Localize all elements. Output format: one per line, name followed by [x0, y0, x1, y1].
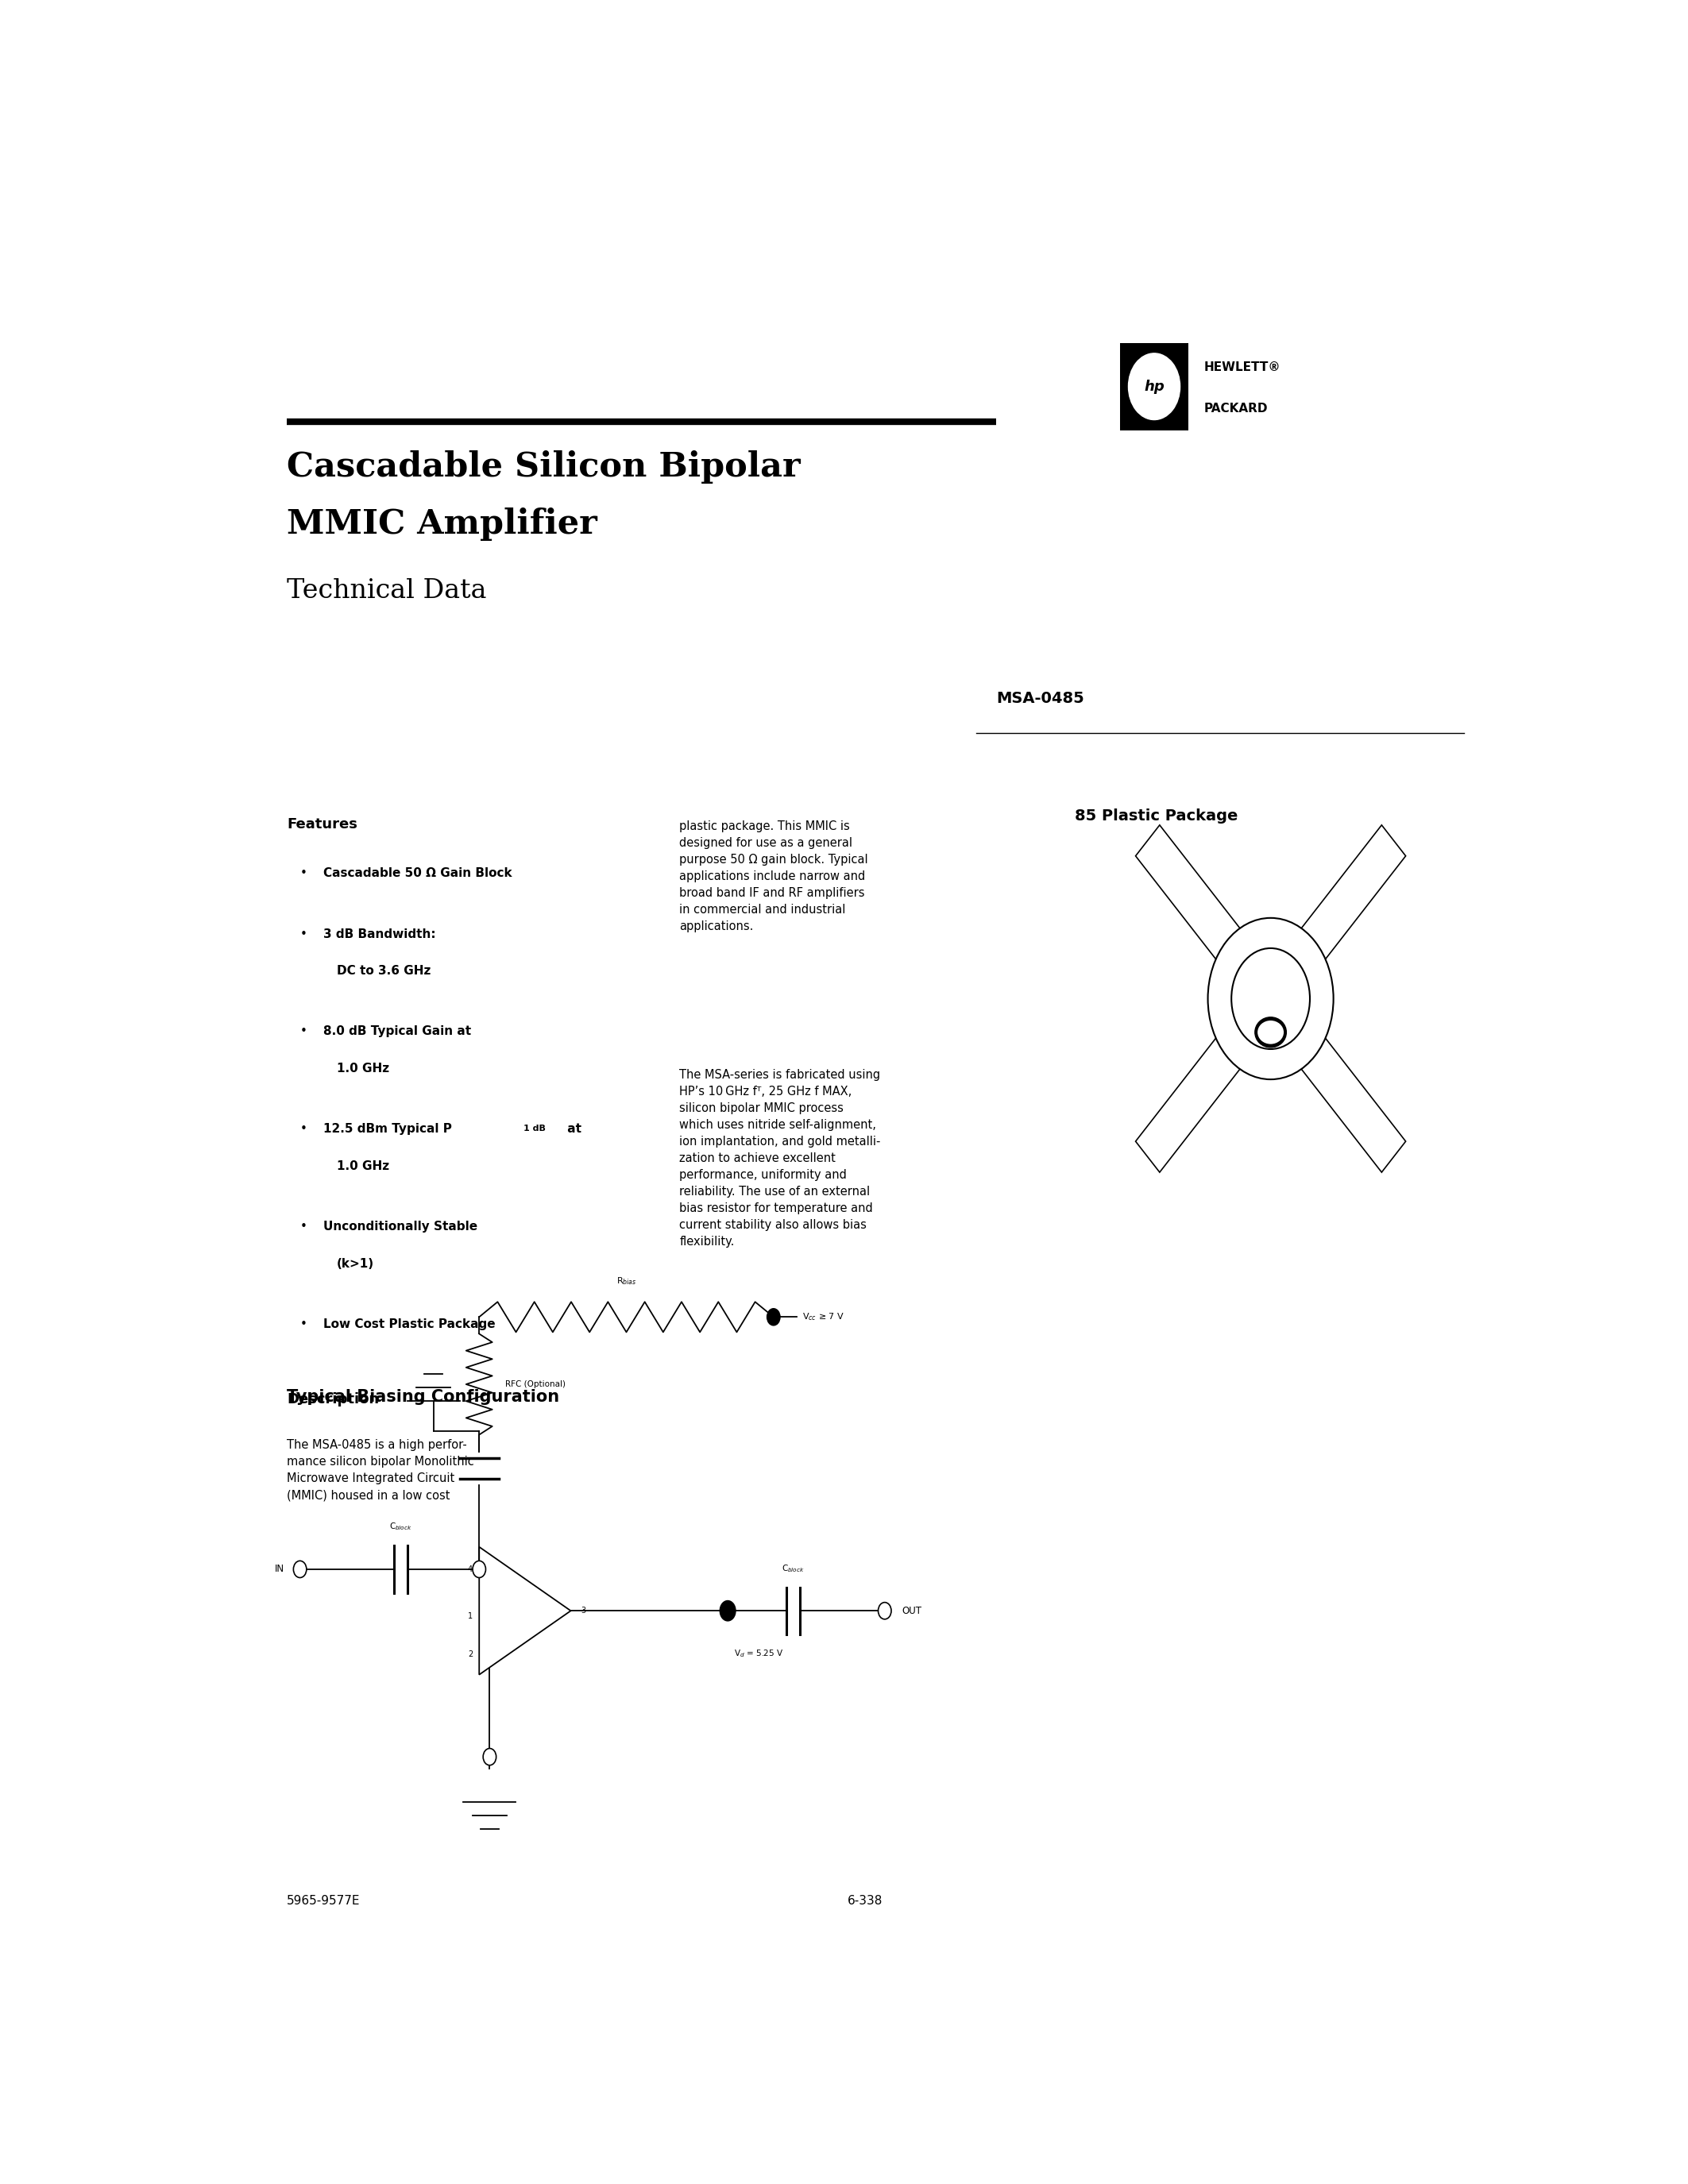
Text: Low Cost Plastic Package: Low Cost Plastic Package [324, 1319, 496, 1330]
Text: HEWLETT®: HEWLETT® [1204, 360, 1281, 373]
Ellipse shape [1258, 1020, 1285, 1044]
Polygon shape [1293, 826, 1406, 970]
Text: Unconditionally Stable: Unconditionally Stable [324, 1221, 478, 1232]
Text: 12.5 dBm Typical P: 12.5 dBm Typical P [324, 1123, 452, 1136]
Text: hp: hp [1144, 380, 1165, 393]
Text: DC to 3.6 GHz: DC to 3.6 GHz [336, 965, 430, 976]
Text: C$_{block}$: C$_{block}$ [390, 1522, 412, 1533]
Text: MSA-0485: MSA-0485 [996, 690, 1084, 705]
Text: Features: Features [287, 817, 358, 832]
Text: Typical Biasing Configuration: Typical Biasing Configuration [287, 1389, 559, 1404]
Text: MSA: MSA [511, 1607, 533, 1614]
Circle shape [294, 1562, 307, 1577]
Text: RFC (Optional): RFC (Optional) [505, 1380, 565, 1389]
Text: Description: Description [287, 1391, 380, 1406]
FancyBboxPatch shape [1121, 343, 1188, 430]
Polygon shape [479, 1546, 571, 1675]
Text: 6-338: 6-338 [847, 1896, 883, 1907]
Text: 8.0 dB Typical Gain at: 8.0 dB Typical Gain at [324, 1026, 471, 1037]
Text: (k>1): (k>1) [336, 1258, 375, 1269]
Text: Technical Data: Technical Data [287, 579, 486, 603]
Polygon shape [1136, 1029, 1247, 1173]
Circle shape [1128, 354, 1180, 419]
Text: 3: 3 [581, 1607, 586, 1614]
Text: 2: 2 [468, 1651, 473, 1658]
Ellipse shape [1232, 948, 1310, 1048]
Text: •: • [300, 928, 307, 939]
Text: 1.0 GHz: 1.0 GHz [336, 1064, 390, 1075]
Text: 4: 4 [468, 1566, 473, 1572]
Text: 3 dB Bandwidth:: 3 dB Bandwidth: [324, 928, 436, 939]
Circle shape [878, 1603, 891, 1618]
Text: 1.0 GHz: 1.0 GHz [336, 1160, 390, 1173]
Text: at: at [562, 1123, 581, 1136]
Text: 1: 1 [468, 1612, 473, 1621]
Text: C$_{block}$: C$_{block}$ [782, 1564, 805, 1575]
Ellipse shape [1254, 1018, 1286, 1048]
Text: R$_{bias}$: R$_{bias}$ [616, 1275, 636, 1286]
Text: •: • [300, 867, 307, 880]
Ellipse shape [1209, 917, 1334, 1079]
Text: The MSA-series is fabricated using
HP’s 10 GHz fᵀ, 25 GHz f MAX,
silicon bipolar: The MSA-series is fabricated using HP’s … [679, 1070, 881, 1247]
Text: •: • [300, 1319, 307, 1330]
Text: 5965-9577E: 5965-9577E [287, 1896, 360, 1907]
Circle shape [473, 1562, 486, 1577]
Text: 1 dB: 1 dB [523, 1125, 545, 1133]
Circle shape [483, 1749, 496, 1765]
Text: IN: IN [275, 1564, 284, 1575]
Text: •: • [300, 1123, 307, 1136]
Circle shape [719, 1601, 736, 1621]
Text: 85 Plastic Package: 85 Plastic Package [1075, 808, 1237, 823]
Text: OUT: OUT [901, 1605, 922, 1616]
Text: MMIC Amplifier: MMIC Amplifier [287, 507, 598, 542]
Polygon shape [1136, 826, 1247, 970]
Text: The MSA-0485 is a high perfor-
mance silicon bipolar Monolithic
Microwave Integr: The MSA-0485 is a high perfor- mance sil… [287, 1439, 474, 1500]
Text: Cascadable Silicon Bipolar: Cascadable Silicon Bipolar [287, 450, 800, 485]
Text: V$_d$ = 5.25 V: V$_d$ = 5.25 V [734, 1647, 783, 1658]
Text: V$_{cc}$ ≥ 7 V: V$_{cc}$ ≥ 7 V [802, 1313, 844, 1324]
Text: •: • [300, 1221, 307, 1232]
Circle shape [766, 1308, 780, 1326]
Polygon shape [1293, 1029, 1406, 1173]
Text: PACKARD: PACKARD [1204, 402, 1268, 415]
Text: •: • [300, 1026, 307, 1037]
Text: plastic package. This MMIC is
designed for use as a general
purpose 50 Ω gain bl: plastic package. This MMIC is designed f… [679, 821, 868, 933]
Text: Cascadable 50 Ω Gain Block: Cascadable 50 Ω Gain Block [324, 867, 511, 880]
